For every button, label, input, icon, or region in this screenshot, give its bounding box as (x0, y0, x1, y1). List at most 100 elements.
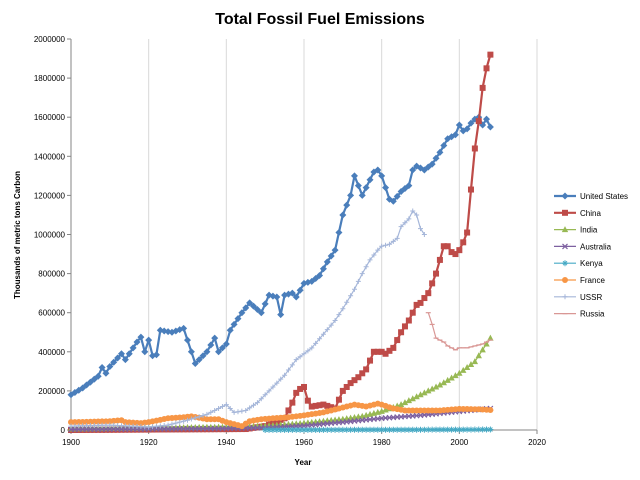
kenya-point (398, 426, 405, 433)
china-point (471, 145, 478, 152)
china-point (343, 383, 350, 390)
ussr-point (216, 405, 222, 411)
india-point (475, 352, 482, 359)
united-states-point (432, 154, 440, 162)
united-states-point (141, 348, 149, 356)
kenya-point (363, 426, 370, 433)
china-point (312, 402, 319, 409)
china-point (370, 348, 377, 355)
legend-item-kenya: Kenya (554, 259, 603, 268)
united-states-point (323, 258, 331, 266)
ussr-point (371, 252, 377, 258)
ussr-point (204, 411, 210, 417)
united-states-point (238, 309, 246, 317)
ussr-point (208, 409, 214, 415)
india-point (444, 376, 451, 383)
china-point (436, 256, 443, 263)
ussr-point (254, 400, 260, 406)
ussr-point (239, 408, 245, 414)
kenya-point (405, 426, 412, 433)
kenya-point (464, 426, 471, 433)
kenya-point (370, 426, 377, 433)
kenya-point (425, 426, 432, 433)
series-ussr (68, 208, 427, 430)
tick-labels: 0 200000 400000 600000 800000 1000000 1200000 1… (34, 35, 547, 447)
ussr-point (247, 405, 253, 411)
united-states-point (184, 336, 191, 344)
united-states-point (203, 348, 211, 356)
india-point (421, 389, 428, 396)
legend-ussr-point (562, 294, 568, 300)
china-point (367, 357, 374, 364)
kenya-point (417, 426, 424, 433)
kenya-point (456, 426, 463, 433)
y-tick-label: 200000 (38, 387, 65, 396)
ussr-point (324, 327, 330, 333)
china-point (390, 344, 397, 351)
ussr-point (305, 348, 311, 354)
india-point (467, 361, 475, 368)
china-point (301, 383, 307, 390)
kenya-point (460, 426, 467, 433)
kenya-point (266, 426, 273, 433)
legend-label: Australia (580, 242, 612, 251)
united-states-point (389, 197, 397, 205)
india-point (409, 395, 416, 402)
kenya-point (444, 426, 451, 433)
y-tick-label: 1000000 (34, 231, 66, 240)
china-point (363, 366, 370, 373)
ussr-point (258, 396, 264, 402)
kenya-point (304, 426, 311, 433)
kenya-point (332, 426, 339, 433)
china-point (382, 350, 389, 357)
ussr-point (359, 271, 365, 277)
ussr-point (188, 416, 194, 422)
india-point (479, 346, 486, 353)
china-point (285, 407, 292, 414)
y-tick-label: 600000 (38, 309, 65, 318)
china-point (464, 229, 471, 236)
united-states-point (316, 272, 324, 280)
ussr-point (266, 388, 272, 394)
ussr-point (375, 247, 381, 253)
kenya-point (262, 426, 269, 433)
united-states-point (106, 362, 114, 370)
ussr-point (192, 415, 198, 421)
india-point (440, 379, 447, 386)
china-point (304, 397, 311, 404)
kenya-point (324, 426, 331, 433)
legend-item-australia: Australia (554, 242, 612, 251)
kenya-point (433, 426, 440, 433)
china-point (409, 309, 416, 316)
x-tick-label: 1960 (295, 438, 313, 447)
kenya-point (394, 426, 401, 433)
series-russia (425, 312, 493, 351)
china-point (475, 118, 482, 125)
united-states-point (354, 182, 362, 190)
kenya-point (328, 426, 335, 433)
china-point (378, 348, 385, 355)
ussr-point (309, 345, 315, 351)
india-point (456, 369, 463, 376)
grid (148, 39, 538, 430)
kenya-point (487, 426, 494, 433)
ussr-point (414, 212, 420, 218)
legend-item-china: China (554, 209, 601, 218)
united-states-point (393, 192, 401, 200)
united-states-point (187, 348, 195, 356)
france-point (487, 407, 494, 414)
china-point (460, 239, 467, 246)
india-point (448, 374, 455, 381)
united-states-point (222, 340, 230, 348)
ussr-point (223, 402, 229, 408)
united-states-point (137, 333, 145, 341)
kenya-point (269, 426, 276, 433)
x-tick-label: 2020 (528, 438, 546, 447)
ussr-point (282, 372, 288, 378)
china-point (479, 84, 486, 91)
x-tick-label: 1920 (140, 438, 158, 447)
united-states-point (335, 229, 343, 237)
india-point (401, 399, 409, 406)
kenya-point (312, 426, 319, 433)
kenya-point (339, 426, 346, 433)
